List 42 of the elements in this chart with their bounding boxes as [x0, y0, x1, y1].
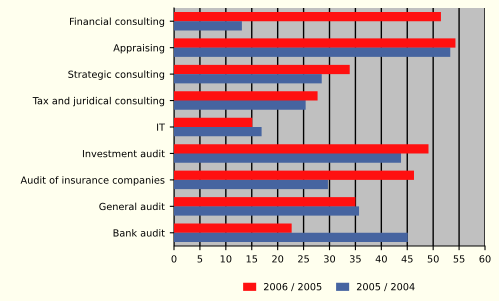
- bar: [174, 48, 450, 57]
- y-tick-label: Appraising: [113, 44, 164, 54]
- x-tick-label: 30: [324, 255, 336, 263]
- bar: [174, 64, 350, 74]
- y-tick-label: Audit of insurance companies: [20, 176, 164, 186]
- x-tick-label: 15: [246, 255, 258, 263]
- bar: [174, 127, 262, 136]
- bar: [174, 118, 252, 127]
- x-tick-label: 10: [220, 255, 232, 263]
- bar: [174, 21, 242, 30]
- bar: [174, 224, 292, 233]
- bar: [174, 232, 408, 242]
- y-tick-label: IT: [157, 124, 165, 131]
- x-tick-label: 0: [172, 255, 176, 263]
- y-tick-label: Investment audit: [82, 150, 165, 158]
- y-tick-label: Tax and juridical consulting: [32, 96, 164, 106]
- bar: [174, 180, 328, 190]
- x-tick-label: 50: [428, 255, 439, 263]
- y-tick-label: General audit: [99, 202, 165, 210]
- bar: [174, 153, 402, 163]
- x-tick-label: 20: [272, 255, 284, 263]
- x-tick-label: 45: [402, 255, 413, 263]
- x-tick-label: 25: [298, 255, 309, 263]
- legend-label: 2006 / 2005: [264, 283, 322, 292]
- bar: [174, 144, 428, 154]
- bar: [174, 38, 456, 48]
- y-tick-label: Bank audit: [114, 229, 165, 237]
- bar: [174, 12, 441, 22]
- bar: [174, 100, 306, 110]
- bar: [174, 91, 318, 101]
- y-tick-label: Financial consulting: [70, 18, 164, 27]
- x-tick-label: 55: [454, 255, 464, 263]
- bar: [174, 74, 322, 84]
- y-tick-label: Strategic consulting: [68, 70, 164, 80]
- bar: [174, 170, 414, 180]
- bar: [174, 206, 360, 216]
- legend-label: 2005 / 2004: [356, 283, 415, 292]
- x-tick-label: 40: [376, 255, 387, 263]
- x-tick-label: 5: [198, 255, 202, 263]
- x-tick-label: 35: [350, 255, 361, 263]
- x-tick-label: 60: [479, 255, 491, 263]
- bar: [174, 197, 356, 206]
